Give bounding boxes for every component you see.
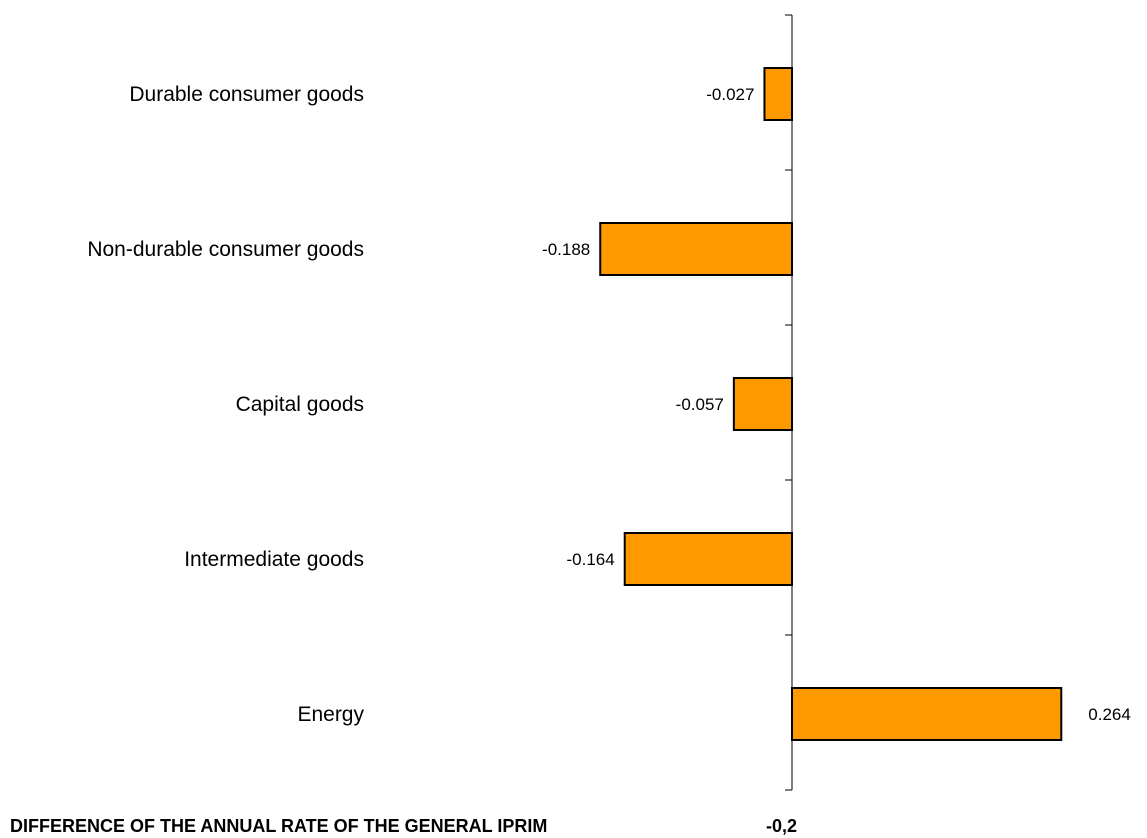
bar — [599, 222, 793, 276]
category-label: Non-durable consumer goods — [87, 238, 364, 261]
axis-ticks — [785, 14, 792, 791]
bar — [732, 377, 793, 431]
category-label: Energy — [297, 703, 364, 726]
data-label: -0.027 — [706, 85, 754, 104]
data-label: -0.057 — [676, 395, 724, 414]
value-labels: -0.027 -0.188 -0.057 -0.164 0.264 — [542, 85, 1131, 724]
category-label: Intermediate goods — [184, 548, 364, 571]
bars — [599, 67, 1063, 741]
category-label: Durable consumer goods — [129, 83, 364, 106]
footer-value: -0,2 — [766, 816, 797, 836]
category-label: Capital goods — [236, 393, 364, 416]
data-label: 0.264 — [1088, 705, 1131, 724]
bar — [763, 67, 794, 121]
footer-title: DIFFERENCE OF THE ANNUAL RATE OF THE GEN… — [10, 816, 547, 836]
data-label: -0.164 — [567, 550, 615, 569]
bar — [791, 687, 1063, 741]
bar — [623, 532, 793, 586]
data-label: -0.188 — [542, 240, 590, 259]
category-labels: Durable consumer goods Non-durable consum… — [87, 83, 364, 726]
